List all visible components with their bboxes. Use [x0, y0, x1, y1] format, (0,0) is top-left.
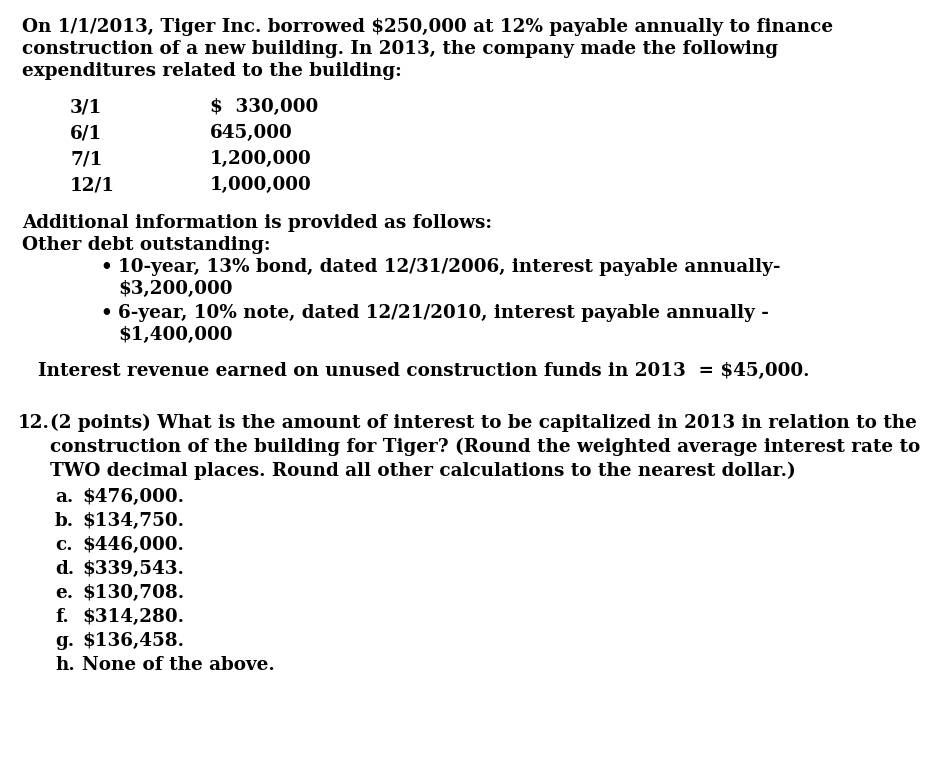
Text: TWO decimal places. Round all other calculations to the nearest dollar.): TWO decimal places. Round all other calc…: [50, 462, 796, 481]
Text: $130,708.: $130,708.: [82, 584, 184, 602]
Text: $1,400,000: $1,400,000: [118, 326, 233, 344]
Text: expenditures related to the building:: expenditures related to the building:: [22, 62, 402, 80]
Text: •: •: [100, 304, 112, 322]
Text: $136,458.: $136,458.: [82, 632, 184, 650]
Text: 3/1: 3/1: [70, 98, 103, 116]
Text: construction of a new building. In 2013, the company made the following: construction of a new building. In 2013,…: [22, 40, 778, 58]
Text: 7/1: 7/1: [70, 150, 103, 168]
Text: 6/1: 6/1: [70, 124, 103, 142]
Text: 645,000: 645,000: [210, 124, 293, 142]
Text: 1,000,000: 1,000,000: [210, 176, 312, 194]
Text: (2 points) What is the amount of interest to be capitalized in 2013 in relation : (2 points) What is the amount of interes…: [50, 414, 917, 432]
Text: $476,000.: $476,000.: [82, 488, 184, 506]
Text: Additional information is provided as follows:: Additional information is provided as fo…: [22, 214, 492, 232]
Text: b.: b.: [55, 512, 74, 530]
Text: 10-year, 13% bond, dated 12/31/2006, interest payable annually-: 10-year, 13% bond, dated 12/31/2006, int…: [118, 258, 781, 276]
Text: $446,000.: $446,000.: [82, 536, 184, 554]
Text: None of the above.: None of the above.: [82, 656, 275, 674]
Text: 12.: 12.: [18, 414, 49, 432]
Text: Other debt outstanding:: Other debt outstanding:: [22, 236, 271, 254]
Text: •: •: [100, 258, 112, 276]
Text: 12/1: 12/1: [70, 176, 115, 194]
Text: a.: a.: [55, 488, 73, 506]
Text: $134,750.: $134,750.: [82, 512, 184, 530]
Text: 6-year, 10% note, dated 12/21/2010, interest payable annually -: 6-year, 10% note, dated 12/21/2010, inte…: [118, 304, 769, 322]
Text: construction of the building for Tiger? (Round the weighted average interest rat: construction of the building for Tiger? …: [50, 438, 921, 456]
Text: Interest revenue earned on unused construction funds in 2013  = $45,000.: Interest revenue earned on unused constr…: [38, 362, 809, 380]
Text: On 1/1/2013, Tiger Inc. borrowed $250,000 at 12% payable annually to finance: On 1/1/2013, Tiger Inc. borrowed $250,00…: [22, 18, 833, 36]
Text: f.: f.: [55, 608, 68, 626]
Text: h.: h.: [55, 656, 75, 674]
Text: c.: c.: [55, 536, 72, 554]
Text: $  330,000: $ 330,000: [210, 98, 318, 116]
Text: 1,200,000: 1,200,000: [210, 150, 312, 168]
Text: d.: d.: [55, 560, 74, 578]
Text: e.: e.: [55, 584, 73, 602]
Text: g.: g.: [55, 632, 74, 650]
Text: $339,543.: $339,543.: [82, 560, 184, 578]
Text: $314,280.: $314,280.: [82, 608, 184, 626]
Text: $3,200,000: $3,200,000: [118, 280, 233, 298]
